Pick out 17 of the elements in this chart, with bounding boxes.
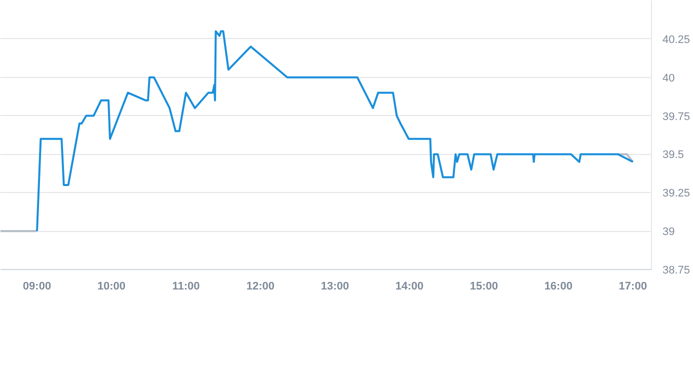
x-tick-label: 16:00 [544,280,572,292]
x-tick-label: 09:00 [22,280,52,292]
x-tick-label: 17:00 [618,280,647,292]
y-tick-label: 38.75 [662,264,690,276]
x-tick-label: 15:00 [470,280,498,292]
y-tick-label: 39 [662,226,675,238]
y-tick-label: 40.25 [662,34,690,46]
x-tick-label: 13:00 [320,280,350,292]
y-tick-label: 39.75 [662,110,690,123]
x-tick-label: 11:00 [172,280,200,292]
x-tick-label: 12:00 [246,280,275,292]
y-tick-label: 40 [662,72,675,84]
y-tick-label: 39.5 [662,149,684,162]
line-series [36,30,634,232]
x-tick-label: 10:00 [97,280,126,292]
y-tick-label: 39.25 [662,188,690,200]
x-tick-label: 14:00 [395,280,424,292]
